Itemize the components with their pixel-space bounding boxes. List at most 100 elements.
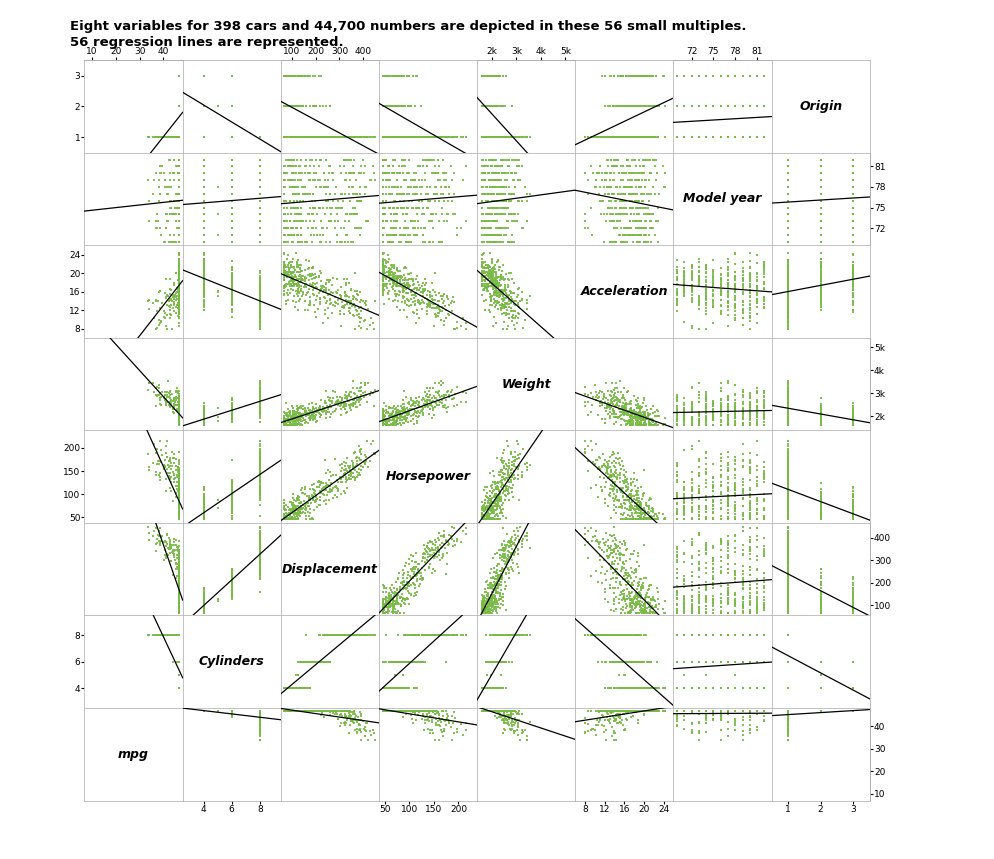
- Point: [224, 167, 240, 180]
- Point: [301, 273, 317, 287]
- Point: [432, 719, 448, 733]
- Point: [196, 270, 212, 283]
- Point: [742, 131, 757, 144]
- Point: [276, 201, 292, 215]
- Point: [196, 263, 212, 277]
- Point: [430, 215, 446, 228]
- Point: [720, 596, 736, 610]
- Point: [487, 681, 503, 695]
- Point: [780, 467, 796, 481]
- Point: [742, 131, 757, 144]
- Point: [698, 704, 714, 718]
- Point: [377, 704, 393, 718]
- Point: [406, 704, 421, 718]
- Point: [636, 160, 652, 174]
- Point: [605, 542, 621, 556]
- Point: [618, 704, 634, 718]
- Point: [405, 272, 420, 286]
- Point: [196, 507, 212, 521]
- Point: [780, 391, 796, 405]
- Point: [646, 681, 662, 695]
- Point: [607, 727, 623, 740]
- Point: [611, 704, 627, 718]
- Point: [399, 401, 414, 415]
- Point: [645, 153, 661, 167]
- Point: [486, 681, 502, 695]
- Point: [196, 215, 212, 228]
- Point: [171, 397, 187, 411]
- Point: [396, 131, 412, 144]
- Point: [713, 600, 729, 613]
- Point: [735, 484, 750, 497]
- Point: [617, 100, 633, 113]
- Point: [735, 383, 750, 397]
- Point: [345, 471, 361, 484]
- Point: [171, 593, 187, 606]
- Point: [277, 131, 293, 144]
- Point: [650, 405, 666, 418]
- Point: [486, 235, 502, 249]
- Point: [196, 704, 212, 718]
- Point: [390, 69, 406, 82]
- Point: [171, 180, 187, 194]
- Point: [486, 235, 502, 249]
- Point: [196, 277, 212, 291]
- Point: [493, 655, 509, 668]
- Point: [276, 131, 292, 144]
- Point: [196, 253, 212, 266]
- Point: [510, 131, 526, 144]
- Point: [224, 131, 240, 144]
- Point: [780, 576, 796, 589]
- Point: [171, 655, 187, 668]
- Point: [168, 131, 184, 144]
- Point: [501, 307, 517, 320]
- Point: [813, 284, 829, 298]
- Point: [171, 681, 187, 695]
- Point: [720, 655, 736, 668]
- Point: [603, 704, 619, 718]
- Point: [512, 447, 528, 460]
- Point: [780, 490, 796, 503]
- Point: [410, 704, 425, 718]
- Point: [780, 215, 796, 228]
- Point: [325, 194, 341, 208]
- Point: [676, 704, 692, 718]
- Point: [481, 681, 497, 695]
- Point: [452, 131, 468, 144]
- Point: [623, 704, 639, 718]
- Point: [635, 486, 651, 500]
- Point: [622, 418, 638, 432]
- Point: [615, 704, 631, 718]
- Point: [622, 411, 638, 424]
- Point: [630, 704, 646, 718]
- Point: [698, 583, 714, 597]
- Point: [282, 208, 298, 222]
- Point: [476, 681, 492, 695]
- Point: [481, 603, 497, 617]
- Point: [196, 180, 212, 194]
- Point: [684, 655, 700, 668]
- Point: [196, 593, 212, 606]
- Point: [171, 228, 187, 242]
- Point: [490, 476, 506, 490]
- Point: [780, 704, 796, 718]
- Point: [481, 681, 497, 695]
- Point: [171, 512, 187, 526]
- Point: [780, 289, 796, 302]
- Point: [171, 215, 187, 228]
- Point: [251, 704, 267, 718]
- Point: [780, 577, 796, 591]
- Point: [641, 490, 657, 504]
- Point: [334, 629, 350, 643]
- Point: [196, 405, 212, 418]
- Point: [224, 403, 240, 417]
- Point: [417, 704, 433, 718]
- Point: [493, 704, 509, 718]
- Point: [285, 506, 301, 520]
- Point: [171, 69, 187, 82]
- Point: [506, 524, 522, 538]
- Point: [618, 566, 634, 580]
- Point: [780, 408, 796, 422]
- Point: [720, 259, 736, 273]
- Point: [628, 595, 644, 609]
